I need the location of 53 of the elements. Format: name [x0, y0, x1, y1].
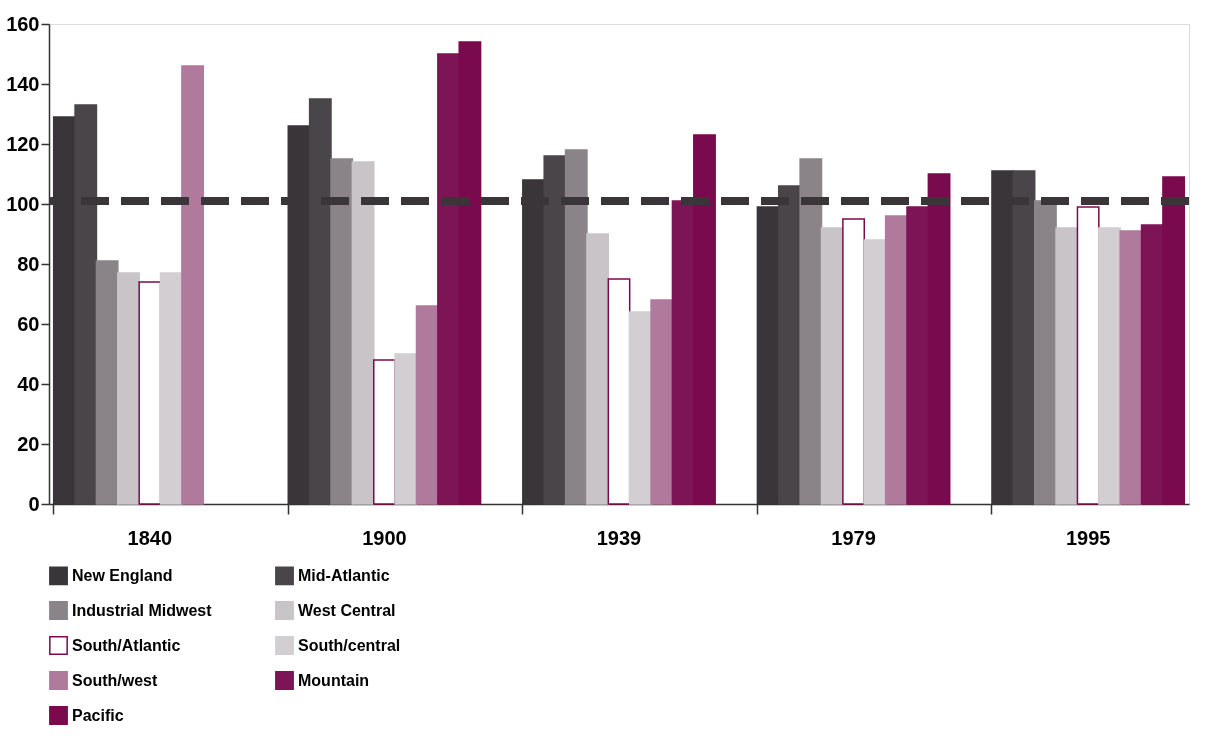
bar [159, 272, 183, 505]
bar [181, 65, 205, 505]
bar [138, 281, 162, 505]
y-tick-label: 40 [17, 372, 40, 395]
x-tick-label: 1979 [831, 526, 876, 549]
y-tick-label: 20 [17, 432, 40, 455]
legend-label: Industrial Midwest [72, 601, 213, 619]
legend-label: Pacific [72, 706, 124, 724]
x-tick-label: 1995 [1065, 526, 1111, 549]
bar [1055, 227, 1079, 505]
bar [799, 158, 823, 505]
bar [884, 215, 908, 505]
bar [650, 299, 674, 505]
bar [74, 104, 98, 505]
legend-label: South/Atlantic [72, 636, 181, 654]
bar [351, 161, 375, 505]
bar [543, 155, 567, 505]
bar [117, 272, 140, 505]
bar [1033, 200, 1057, 505]
bar [330, 158, 354, 505]
y-tick-label: 80 [17, 252, 40, 275]
legend-label: South/west [72, 671, 159, 689]
x-tick-label: 1840 [127, 526, 173, 549]
y-tick-label: 140 [6, 72, 40, 95]
bar [607, 278, 631, 505]
y-tick-label: 120 [6, 132, 40, 155]
bar [1076, 206, 1100, 505]
bar [308, 98, 332, 505]
bar [1119, 230, 1143, 505]
bar [564, 149, 588, 505]
bar [586, 233, 610, 505]
legend-label: South/central [298, 636, 401, 654]
y-tick-label: 60 [17, 312, 40, 335]
x-tick-label: 1900 [362, 526, 407, 549]
y-tick-label: 100 [6, 192, 40, 215]
bar [778, 185, 801, 505]
legend-label: West Central [298, 601, 396, 619]
bar [95, 260, 119, 505]
bar [394, 353, 418, 505]
bar [373, 359, 396, 505]
x-tick-label: 1939 [596, 526, 642, 549]
legend-label: Mid-Atlantic [298, 566, 390, 584]
bar [820, 227, 844, 505]
bar [842, 218, 865, 505]
bar [415, 305, 439, 505]
legend-label: Mountain [298, 671, 370, 689]
bar [1098, 227, 1121, 505]
legend-label: New England [72, 566, 173, 584]
bar [863, 239, 887, 505]
y-tick-label: 0 [28, 492, 40, 515]
y-tick-label: 160 [6, 12, 40, 35]
bar [628, 311, 652, 505]
bar [1012, 170, 1036, 505]
